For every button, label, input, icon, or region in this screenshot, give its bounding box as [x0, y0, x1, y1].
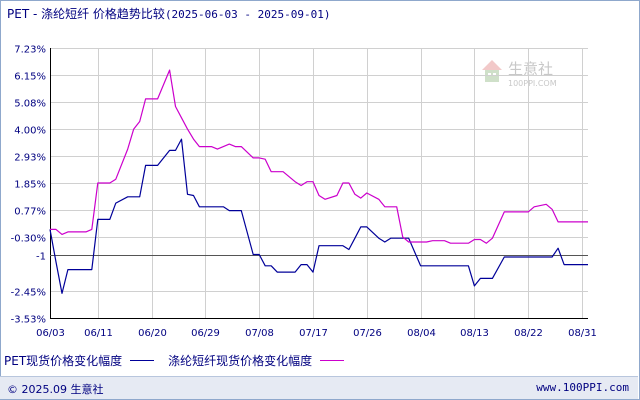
y-tick-label: 6.15% — [14, 72, 46, 83]
y-tick-label: 5.08% — [14, 99, 46, 110]
tick-labels: 7.23% 6.15% 5.08% 4.00% 2.93% 1.85% 0.77% -0.30… — [11, 45, 597, 340]
grid — [50, 48, 588, 319]
x-tick-label: 06/11 — [84, 328, 113, 339]
footer-bar: © 2025.09 生意社 www.100PPI.com — [0, 376, 638, 399]
series-line-2 — [50, 69, 588, 244]
x-tick-label: 07/08 — [245, 328, 274, 339]
y-tick-label: 2.93% — [14, 153, 46, 164]
x-tick-label: 06/29 — [191, 328, 220, 339]
axes — [50, 48, 588, 319]
y-tick-label: 7.23% — [14, 45, 46, 56]
footer-site-link[interactable]: www.100PPI.com — [536, 381, 629, 394]
footer-copyright: © 2025.09 生意社 — [7, 383, 104, 396]
y-tick-label: -2.45% — [11, 288, 46, 299]
series — [49, 69, 588, 294]
y-tick-label: -0.30% — [11, 234, 46, 245]
x-tick-label: 07/17 — [299, 328, 328, 339]
chart-title-text: PET - 涤纶短纤 价格趋势比较 — [7, 7, 165, 21]
watermark-brand: 生意社 — [508, 60, 553, 78]
line-chart: 7.23% 6.15% 5.08% 4.00% 2.93% 1.85% 0.77% -0.30… — [11, 45, 597, 340]
x-tick-label: 06/20 — [138, 328, 167, 339]
legend-label-series1: PET现货价格变化幅度 — [4, 354, 123, 368]
legend-line-series2 — [320, 360, 345, 361]
y-tick-label: -3.53% — [11, 315, 46, 326]
x-tick-label: 08/22 — [514, 328, 543, 339]
legend-label-series2: 涤纶短纤现货价格变化幅度 — [168, 354, 313, 368]
x-tick-label: 07/26 — [353, 328, 382, 339]
y-tick-label: -1 — [36, 252, 46, 263]
x-tick-label: 08/31 — [568, 328, 597, 339]
y-tick-label: 1.85% — [14, 180, 46, 191]
x-tick-label: 06/03 — [36, 328, 65, 339]
series-line-1 — [49, 138, 588, 294]
watermark-logo: 生意社 100PPI.COM — [482, 60, 557, 88]
y-tick-label: 0.77% — [14, 207, 46, 218]
legend: PET现货价格变化幅度 涤纶短纤现货价格变化幅度 — [4, 352, 358, 369]
legend-line-series1 — [130, 360, 155, 361]
y-tick-label: 4.00% — [14, 126, 46, 137]
x-tick-label: 08/13 — [460, 328, 489, 339]
chart-title: PET - 涤纶短纤 价格趋势比较(2025-06-03 - 2025-09-0… — [7, 5, 331, 22]
x-tick-label: 08/04 — [407, 328, 436, 339]
chart-date-range: (2025-06-03 - 2025-09-01) — [164, 8, 331, 21]
watermark-url: 100PPI.COM — [508, 79, 557, 88]
